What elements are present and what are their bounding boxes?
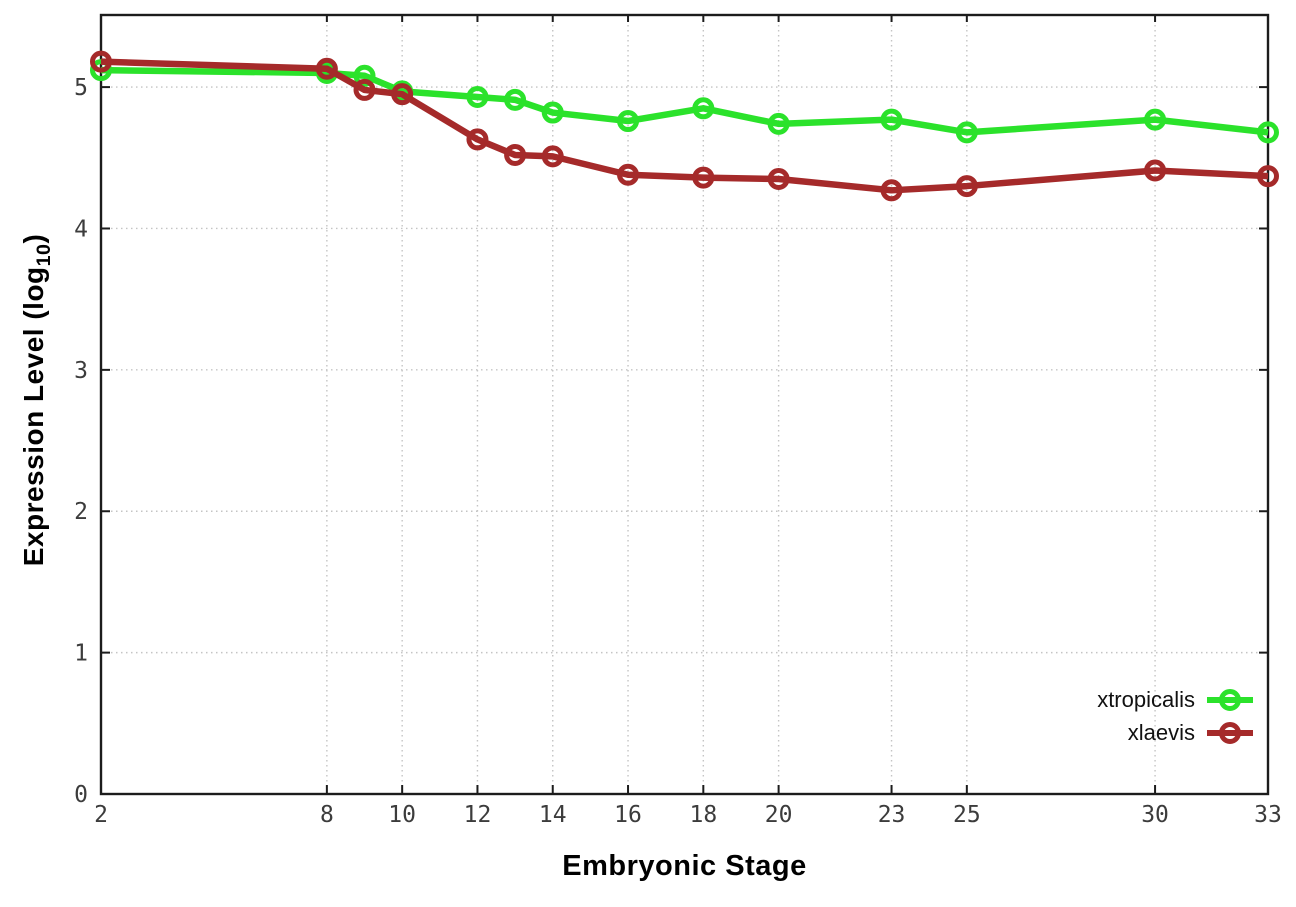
data-point-xlaevis (617, 163, 640, 186)
data-point-xtropicalis (880, 108, 903, 131)
data-point-xlaevis (353, 78, 376, 101)
data-point-xtropicalis (90, 59, 112, 82)
data-point-xtropicalis (692, 97, 715, 120)
legend-label: xtropicalis (1097, 687, 1195, 712)
x-tick-label: 8 (320, 802, 334, 828)
y-tick-label: 5 (74, 75, 88, 101)
x-tick-label: 18 (689, 802, 717, 828)
x-tick-label: 30 (1141, 802, 1169, 828)
legend: xtropicalis xlaevis (1097, 685, 1253, 748)
data-point-xtropicalis (466, 86, 489, 108)
x-tick-label: 10 (388, 802, 416, 828)
series-marker-sample (1207, 687, 1253, 713)
series-line-xtropicalis (100, 66, 1269, 136)
series-marker-sample (1207, 720, 1253, 746)
data-point-xtropicalis (767, 112, 790, 135)
legend-item-xtropicalis: xtropicalis (1097, 685, 1253, 715)
x-tick-label: 16 (614, 802, 642, 828)
y-axis-title-text: Expression Level (log (18, 266, 50, 567)
data-point-xlaevis (90, 50, 112, 73)
plot-frame (99, 13, 1270, 796)
y-tick-label: 4 (74, 216, 88, 242)
x-tick-label: 12 (464, 802, 492, 828)
data-point-xtropicalis (1257, 121, 1279, 144)
data-point-xtropicalis (1144, 108, 1167, 131)
data-point-xtropicalis (955, 121, 978, 144)
data-point-xlaevis (692, 166, 715, 189)
y-tick-label: 1 (74, 641, 88, 667)
data-point-xlaevis (541, 145, 564, 168)
x-axis-title: Embryonic Stage (562, 850, 807, 882)
data-point-xlaevis (466, 128, 489, 151)
data-point-xlaevis (391, 83, 414, 106)
data-point-xtropicalis (541, 101, 564, 124)
y-tick-label: 3 (74, 358, 88, 384)
circle-marker-icon (1219, 722, 1241, 744)
data-point-xtropicalis (617, 110, 640, 133)
y-axis-title: Expression Level (log10) (18, 234, 56, 567)
data-point-xlaevis (504, 143, 527, 166)
legend-label: xlaevis (1127, 720, 1195, 745)
y-tick-label: 2 (74, 499, 88, 525)
x-tick-label: 25 (953, 802, 981, 828)
x-tick-label: 20 (765, 802, 793, 828)
data-point-xtropicalis (504, 88, 527, 111)
x-tick-label: 14 (539, 802, 567, 828)
legend-item-xlaevis: xlaevis (1128, 718, 1253, 748)
x-tick-label: 33 (1254, 802, 1282, 828)
data-point-xlaevis (955, 175, 978, 198)
data-point-xlaevis (767, 168, 790, 190)
y-axis-title-close: ) (18, 233, 50, 244)
data-point-xlaevis (1257, 165, 1279, 188)
y-axis-title-subscript: 10 (32, 243, 55, 267)
data-point-xlaevis (1144, 159, 1167, 182)
data-point-xlaevis (880, 179, 903, 202)
y-tick-label: 0 (74, 782, 88, 808)
circle-marker-icon (1219, 689, 1241, 711)
x-tick-label: 2 (94, 802, 108, 828)
x-tick-label: 23 (878, 802, 906, 828)
data-point-xlaevis (315, 57, 338, 80)
data-point-xtropicalis (353, 64, 376, 87)
